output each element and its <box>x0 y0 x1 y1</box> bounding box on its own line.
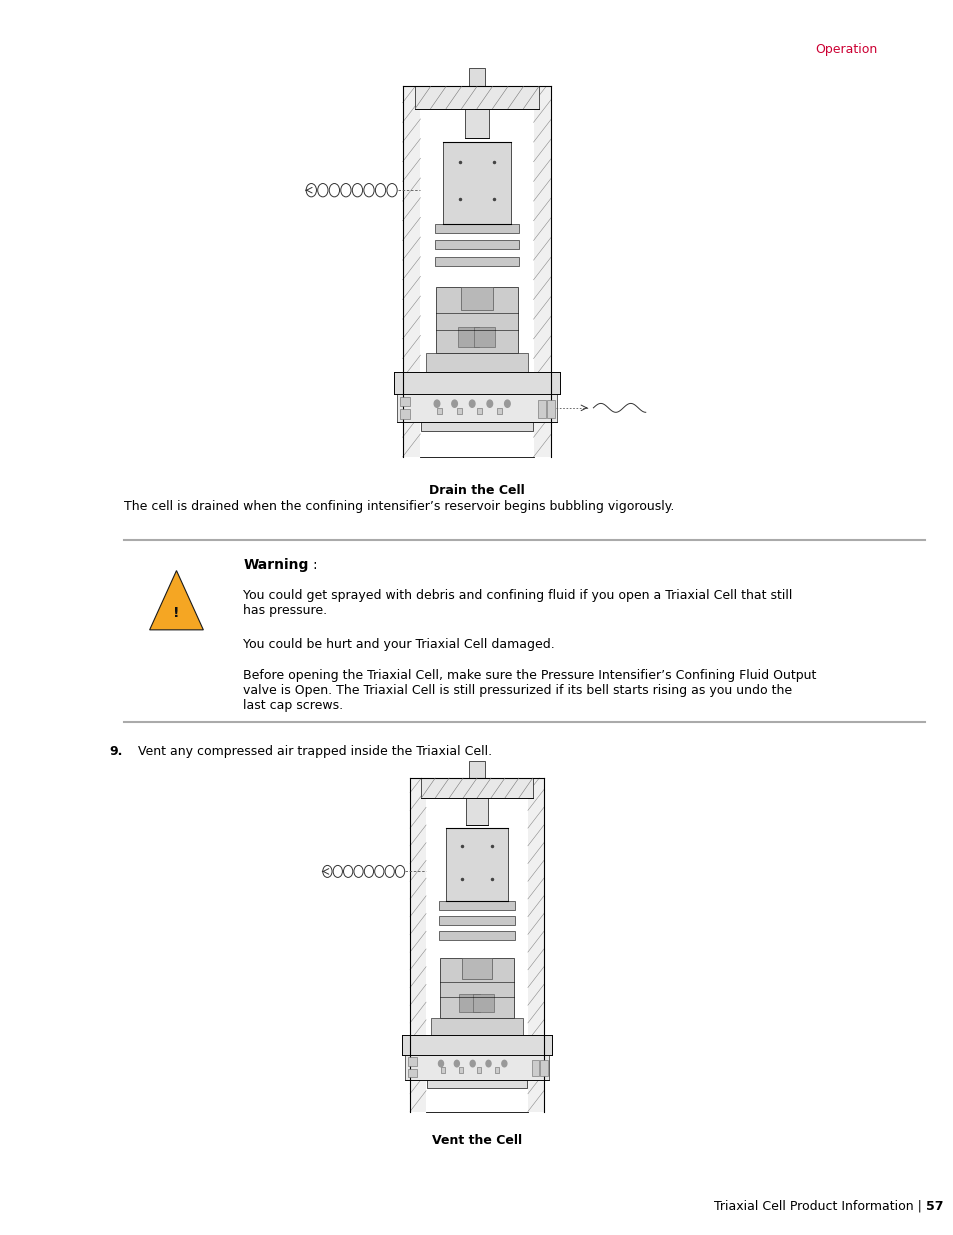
Bar <box>401 1035 552 1055</box>
Circle shape <box>438 1061 443 1067</box>
Bar <box>458 994 479 1013</box>
Circle shape <box>452 400 456 408</box>
Bar <box>457 326 478 347</box>
Text: Operation: Operation <box>815 43 877 57</box>
Circle shape <box>454 1061 458 1067</box>
Bar <box>431 1018 522 1035</box>
Bar <box>474 326 495 347</box>
Text: Warning: Warning <box>243 558 309 572</box>
Text: Before opening the Triaxial Cell, make sure the Pressure Intensifier’s Confining: Before opening the Triaxial Cell, make s… <box>243 669 816 713</box>
Bar <box>531 1060 538 1076</box>
Text: The cell is drained when the confining intensifier’s reservoir begins bubbling v: The cell is drained when the confining i… <box>124 500 674 514</box>
Bar <box>438 931 515 940</box>
Text: Triaxial Cell Product Information |: Triaxial Cell Product Information | <box>713 1199 924 1213</box>
Bar <box>399 396 410 406</box>
Polygon shape <box>150 571 203 630</box>
Bar <box>537 400 545 417</box>
Circle shape <box>395 866 404 877</box>
Circle shape <box>340 184 351 196</box>
Bar <box>442 142 511 224</box>
Bar <box>547 400 555 417</box>
Text: 57: 57 <box>925 1199 943 1213</box>
Circle shape <box>364 866 374 877</box>
Circle shape <box>317 184 328 196</box>
Bar <box>446 827 507 902</box>
Bar <box>527 778 543 1112</box>
Bar <box>408 1057 416 1066</box>
Bar <box>435 224 518 232</box>
Bar <box>460 287 493 310</box>
Bar <box>415 86 538 109</box>
Bar <box>405 1055 548 1079</box>
Text: Vent any compressed air trapped inside the Triaxial Cell.: Vent any compressed air trapped inside t… <box>138 745 492 758</box>
Bar <box>465 798 488 825</box>
Bar <box>408 1068 416 1077</box>
Text: :: : <box>312 558 316 572</box>
Bar <box>438 916 515 925</box>
Text: You could get sprayed with debris and confining fluid if you open a Triaxial Cel: You could get sprayed with debris and co… <box>243 589 792 618</box>
Circle shape <box>469 400 475 408</box>
Bar <box>420 422 533 431</box>
Bar <box>469 761 484 778</box>
Bar <box>497 408 501 414</box>
Bar <box>456 408 461 414</box>
Circle shape <box>343 866 353 877</box>
Text: You could be hurt and your Triaxial Cell damaged.: You could be hurt and your Triaxial Cell… <box>243 638 555 652</box>
Circle shape <box>306 184 316 196</box>
Circle shape <box>352 184 362 196</box>
Bar <box>436 287 517 353</box>
Text: 9.: 9. <box>110 745 123 758</box>
Bar <box>495 1067 498 1073</box>
Bar <box>476 408 481 414</box>
Circle shape <box>504 400 510 408</box>
Bar <box>426 1079 527 1088</box>
Bar <box>533 86 551 457</box>
Circle shape <box>501 1061 506 1067</box>
Circle shape <box>375 866 383 877</box>
Circle shape <box>375 184 385 196</box>
Bar <box>440 1067 445 1073</box>
Circle shape <box>322 866 332 877</box>
Text: !: ! <box>173 606 179 620</box>
Bar <box>435 240 518 249</box>
Bar <box>464 109 489 138</box>
Bar <box>402 86 420 457</box>
Circle shape <box>434 400 439 408</box>
Bar <box>468 68 485 86</box>
Circle shape <box>485 1061 491 1067</box>
Circle shape <box>354 866 363 877</box>
Bar <box>440 958 513 1018</box>
Bar <box>396 394 557 422</box>
Text: Vent the Cell: Vent the Cell <box>432 1134 521 1147</box>
Bar <box>458 1067 463 1073</box>
Bar <box>462 958 491 979</box>
Bar <box>476 1067 480 1073</box>
Circle shape <box>486 400 492 408</box>
Circle shape <box>470 1061 475 1067</box>
Text: Drain the Cell: Drain the Cell <box>429 484 524 498</box>
Circle shape <box>333 866 342 877</box>
Circle shape <box>385 866 394 877</box>
Bar <box>426 353 527 372</box>
Circle shape <box>329 184 339 196</box>
Bar <box>473 994 494 1013</box>
Bar <box>410 778 426 1112</box>
Circle shape <box>387 184 396 196</box>
Bar <box>438 902 515 910</box>
Bar <box>394 372 559 394</box>
Bar <box>435 257 518 267</box>
Circle shape <box>363 184 374 196</box>
Bar <box>421 778 532 798</box>
Bar <box>539 1060 547 1076</box>
Bar <box>436 408 441 414</box>
Bar <box>399 409 410 419</box>
